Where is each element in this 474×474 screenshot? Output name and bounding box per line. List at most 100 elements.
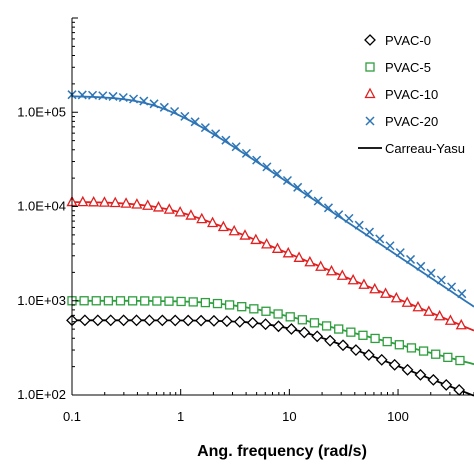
data-point-pvac-5: [334, 324, 344, 334]
data-point-pvac-10: [228, 224, 240, 236]
data-point-pvac-10: [77, 195, 89, 207]
data-point-pvac-10: [423, 305, 435, 316]
y-tick-label: 1.0E+05: [17, 104, 66, 119]
data-point-pvac-20: [200, 123, 210, 133]
data-point-pvac-0: [195, 314, 207, 327]
data-point-pvac-10: [88, 195, 100, 207]
data-point-pvac-5: [346, 327, 356, 337]
data-point-pvac-0: [272, 320, 285, 333]
legend-label: PVAC-20: [385, 114, 438, 129]
data-point-pvac-10: [412, 300, 424, 312]
data-point-pvac-0: [246, 316, 259, 329]
fit-line-pvac-0: [72, 319, 474, 397]
data-point-pvac-5: [394, 340, 404, 350]
data-point-pvac-20: [303, 189, 313, 199]
data-point-pvac-5: [309, 318, 320, 328]
data-point-pvac-10: [261, 237, 273, 249]
data-point-pvac-5: [273, 309, 283, 319]
data-point-pvac-20: [231, 142, 241, 152]
data-point-pvac-10: [358, 278, 370, 289]
data-point-pvac-5: [91, 296, 101, 306]
data-point-pvac-5: [297, 315, 307, 325]
data-point-pvac-10: [336, 269, 348, 280]
data-point-pvac-20: [221, 135, 231, 145]
legend-label: PVAC-5: [385, 60, 431, 75]
data-point-pvac-0: [233, 315, 246, 328]
data-point-pvac-10: [120, 197, 132, 208]
data-point-pvac-0: [324, 334, 337, 347]
data-point-pvac-10: [109, 196, 121, 208]
data-point-pvac-0: [401, 363, 414, 376]
data-point-pvac-0: [298, 326, 311, 339]
data-point-pvac-0: [104, 314, 117, 327]
data-point-pvac-10: [98, 196, 111, 207]
data-point-pvac-20: [416, 261, 426, 271]
data-point-pvac-10: [142, 199, 154, 210]
data-point-pvac-0: [78, 314, 91, 327]
data-point-pvac-5: [176, 296, 186, 307]
data-point-pvac-10: [196, 212, 208, 224]
data-point-pvac-0: [259, 318, 272, 331]
data-point-pvac-20: [252, 155, 262, 165]
legend-label: Carreau-Yasu: [385, 141, 465, 156]
data-point-pvac-0: [182, 314, 195, 327]
data-point-pvac-5: [103, 296, 114, 306]
legend-marker-pvac-0: [364, 34, 376, 46]
data-point-pvac-20: [313, 196, 323, 206]
data-point-pvac-0: [208, 314, 220, 327]
data-point-pvac-5: [79, 296, 89, 306]
data-point-pvac-10: [271, 242, 284, 253]
axes: 1.0E+02 1.0E+03 1.0E+04 1.0E+05 0.1 1 10 100: [17, 17, 474, 424]
data-point-pvac-0: [337, 339, 349, 352]
data-point-pvac-10: [325, 264, 338, 276]
data-point-pvac-10: [455, 318, 467, 330]
data-point-pvac-20: [77, 90, 87, 100]
data-point-pvac-10: [152, 201, 165, 212]
data-point-pvac-5: [261, 306, 271, 316]
x-tick-label: 100: [387, 409, 409, 424]
data-point-pvac-0: [169, 314, 182, 327]
data-point-pvac-20: [457, 289, 467, 299]
data-point-pvac-0: [143, 314, 156, 327]
data-point-pvac-20: [395, 248, 405, 258]
fit-line-pvac-20: [72, 95, 474, 308]
data-point-pvac-20: [211, 129, 221, 139]
data-point-pvac-20: [282, 175, 292, 186]
data-point-pvac-5: [321, 321, 332, 331]
x-axis-title: Ang. frequency (rad/s): [197, 443, 367, 460]
data-point-pvac-10: [163, 203, 175, 214]
data-point-pvac-5: [431, 349, 441, 359]
data-point-pvac-5: [237, 302, 247, 312]
data-point-pvac-5: [249, 304, 259, 314]
data-point-pvac-20: [426, 268, 436, 278]
data-point-pvac-10: [434, 309, 446, 321]
legend-marker-pvac-10: [364, 87, 376, 99]
data-point-pvac-5: [127, 296, 138, 306]
data-point-pvac-0: [414, 368, 427, 381]
data-point-pvac-20: [436, 275, 446, 285]
data-point-pvac-0: [285, 323, 298, 335]
data-point-pvac-20: [323, 203, 333, 213]
data-point-pvac-5: [152, 296, 162, 306]
data-point-pvac-0: [220, 315, 233, 328]
data-point-pvac-0: [117, 314, 130, 327]
data-point-pvac-10: [282, 246, 294, 258]
data-point-pvac-0: [440, 378, 453, 391]
data-point-pvac-20: [149, 99, 159, 109]
data-point-pvac-10: [185, 209, 197, 220]
data-point-pvac-10: [217, 220, 229, 232]
data-point-pvac-20: [447, 282, 457, 292]
data-point-pvac-20: [293, 182, 303, 192]
data-point-pvac-20: [241, 148, 251, 158]
data-point-pvac-5: [285, 312, 295, 322]
data-point-pvac-0: [350, 344, 362, 356]
data-point-pvac-20: [375, 234, 385, 244]
data-point-pvac-10: [304, 255, 316, 267]
data-point-pvac-10: [444, 314, 457, 325]
data-point-pvac-5: [382, 336, 392, 347]
data-point-pvac-10: [206, 216, 219, 228]
data-point-pvac-20: [405, 254, 416, 264]
data-point-pvac-5: [200, 297, 211, 308]
data-point-pvac-5: [188, 297, 198, 307]
